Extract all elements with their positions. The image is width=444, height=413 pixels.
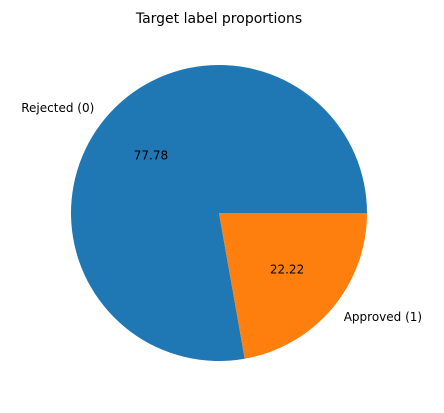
- pie-slice-labels: Rejected (0) Approved (1): [21, 101, 422, 324]
- slice-value-rejected-0: 77.78: [134, 148, 168, 162]
- pie-slices: [71, 65, 367, 361]
- pie-slice-approved-1: [219, 213, 367, 359]
- slice-label-rejected-0: Rejected (0): [21, 101, 94, 115]
- pie-value-labels: 77.78 22.22: [134, 148, 304, 276]
- slice-label-approved-1: Approved (1): [344, 310, 422, 324]
- chart-title: Target label proportions: [135, 11, 302, 27]
- slice-value-approved-1: 22.22: [270, 263, 304, 277]
